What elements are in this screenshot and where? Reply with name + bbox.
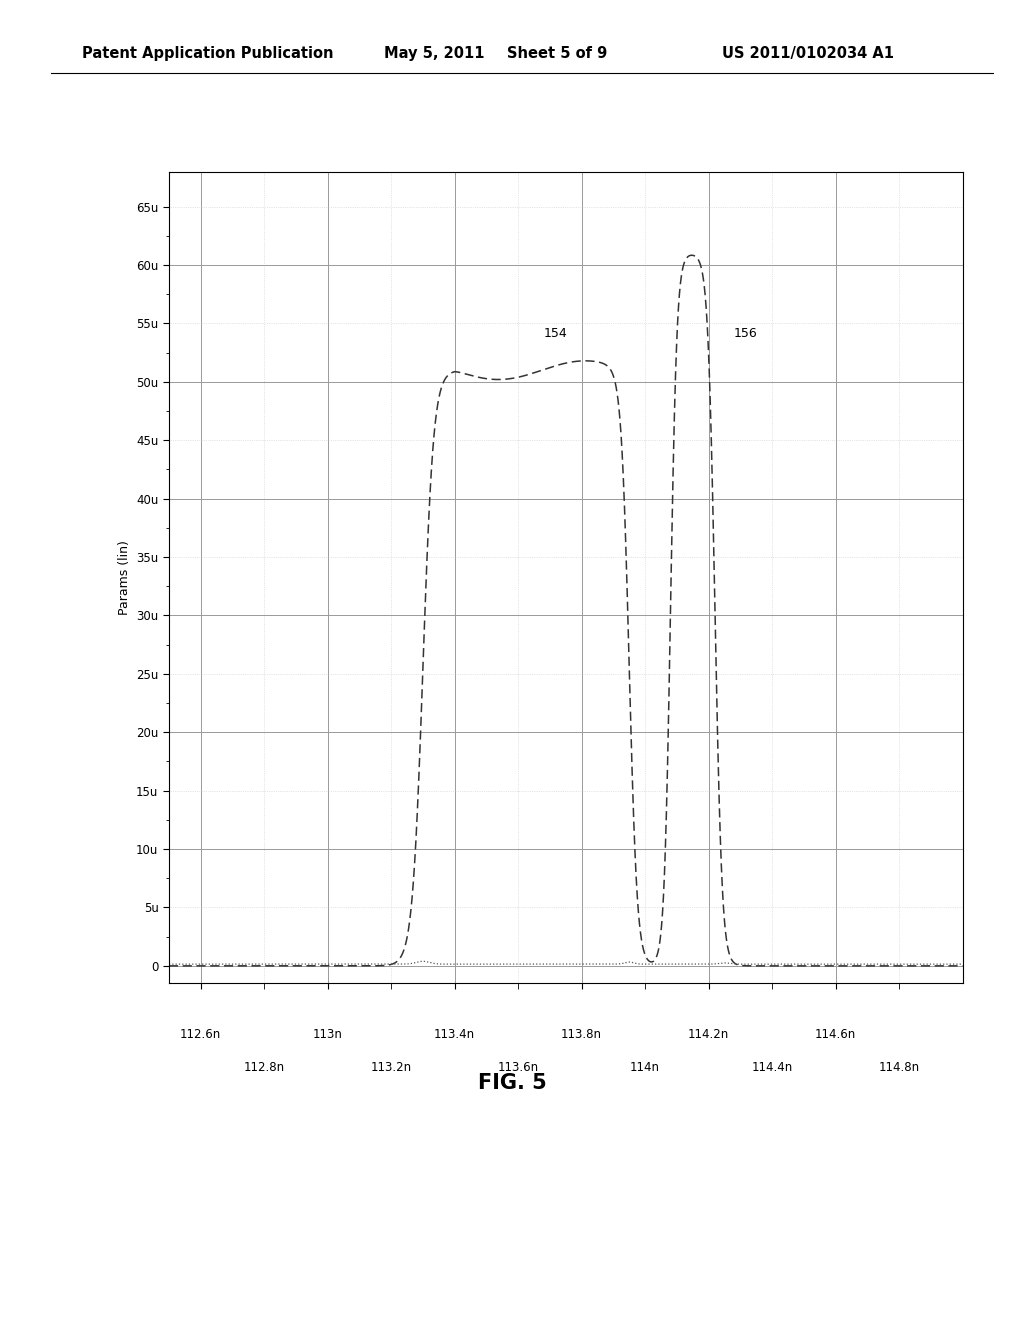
Text: 156: 156 (734, 327, 758, 341)
Text: 113.2n: 113.2n (371, 1060, 412, 1073)
Text: US 2011/0102034 A1: US 2011/0102034 A1 (722, 46, 894, 61)
Text: Patent Application Publication: Patent Application Publication (82, 46, 334, 61)
Text: May 5, 2011: May 5, 2011 (384, 46, 484, 61)
Text: 154: 154 (544, 327, 567, 341)
Text: 114.2n: 114.2n (688, 1028, 729, 1041)
Text: FIG. 5: FIG. 5 (477, 1073, 547, 1093)
Text: 113.4n: 113.4n (434, 1028, 475, 1041)
Text: 114.6n: 114.6n (815, 1028, 856, 1041)
Text: 114n: 114n (630, 1060, 660, 1073)
Text: 114.4n: 114.4n (752, 1060, 793, 1073)
Text: 112.8n: 112.8n (244, 1060, 285, 1073)
Y-axis label: Params (lin): Params (lin) (118, 540, 131, 615)
Text: 113n: 113n (312, 1028, 343, 1041)
Text: Sheet 5 of 9: Sheet 5 of 9 (507, 46, 607, 61)
Text: 113.8n: 113.8n (561, 1028, 602, 1041)
Text: 112.6n: 112.6n (180, 1028, 221, 1041)
Text: 114.8n: 114.8n (879, 1060, 920, 1073)
Text: 113.6n: 113.6n (498, 1060, 539, 1073)
